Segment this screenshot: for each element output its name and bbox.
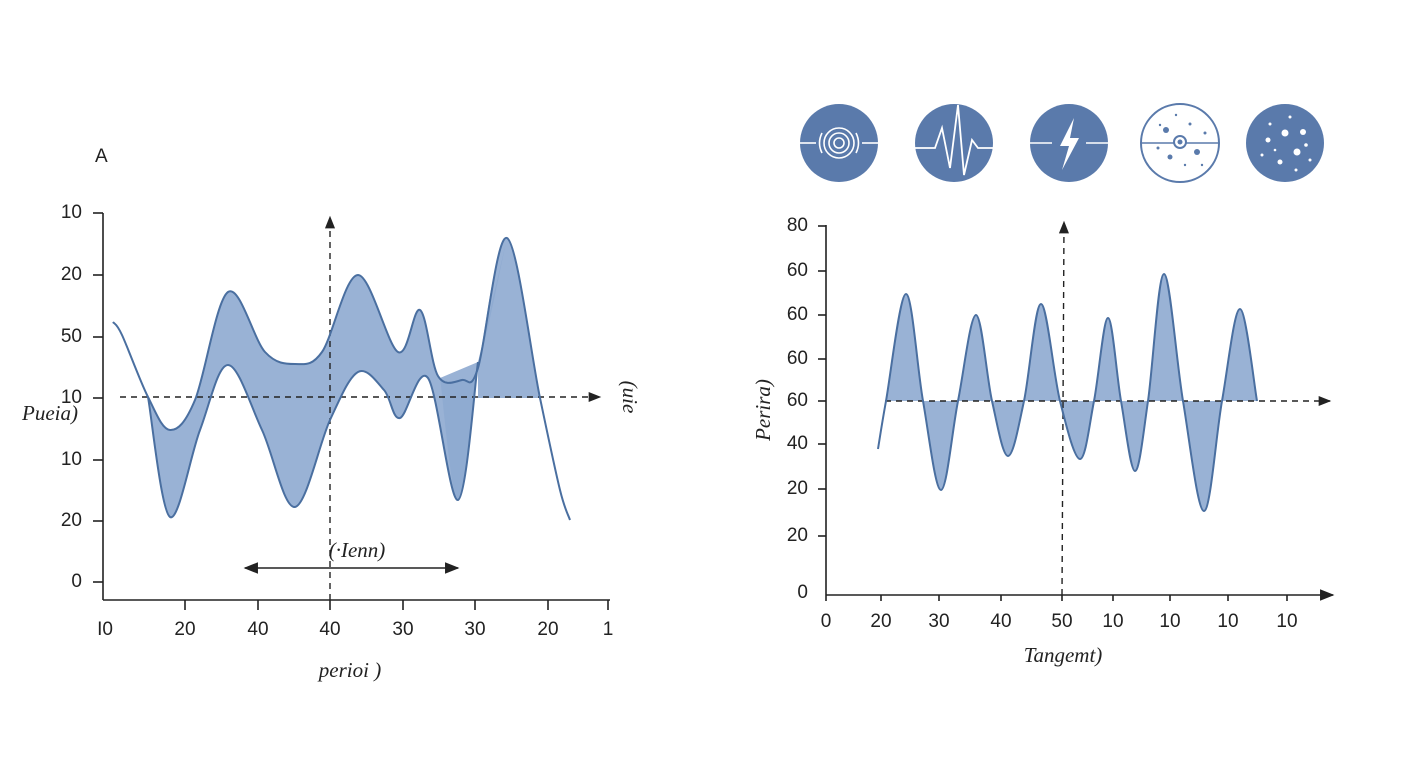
y-tick-label: 60 bbox=[787, 260, 808, 281]
area bbox=[440, 362, 478, 501]
area bbox=[886, 274, 1257, 511]
bracket-label: (·Ienn) bbox=[329, 538, 386, 562]
curve bbox=[877, 272, 1258, 513]
x-tick-label: 10 bbox=[1102, 611, 1123, 632]
y-tick-label: 60 bbox=[787, 348, 808, 369]
y-axis-label: Perira) bbox=[751, 379, 775, 442]
y-tick-label: 0 bbox=[797, 582, 808, 603]
icon-glyph bbox=[800, 127, 878, 159]
icon-glyph bbox=[915, 104, 993, 176]
right-label: (uie bbox=[618, 381, 642, 414]
y-axis-label: Pueia) bbox=[21, 401, 78, 425]
icon-glyph bbox=[1030, 118, 1108, 170]
x-tick-label: 1 bbox=[603, 619, 614, 640]
area bbox=[148, 238, 507, 518]
icon-glyph bbox=[1260, 115, 1312, 172]
x-tick-label: 40 bbox=[319, 619, 340, 640]
y-tick-label: 20 bbox=[61, 264, 82, 285]
x-tick-label: 10 bbox=[1217, 611, 1238, 632]
curve bbox=[112, 236, 571, 521]
x-tick-label: I0 bbox=[97, 619, 113, 640]
x-tick-label: 40 bbox=[990, 611, 1011, 632]
x-tick-label: 20 bbox=[870, 611, 891, 632]
y-tick-label: 10 bbox=[61, 449, 82, 470]
x-tick-label: 30 bbox=[464, 619, 485, 640]
x-tick-label: 0 bbox=[821, 611, 832, 632]
areas bbox=[148, 237, 1257, 518]
curve bbox=[147, 361, 479, 519]
x-tick-label: 20 bbox=[174, 619, 195, 640]
y-tick-label: 80 bbox=[787, 215, 808, 236]
y-tick-label: 60 bbox=[787, 390, 808, 411]
x-tick-label: 20 bbox=[537, 619, 558, 640]
dashed-arrow bbox=[1058, 220, 1069, 596]
x-axis-label: Tangemt) bbox=[1024, 643, 1103, 667]
icon-glyph bbox=[1141, 113, 1219, 167]
y-tick-label: 10 bbox=[61, 202, 82, 223]
panel-label: A bbox=[95, 146, 108, 167]
y-tick-label: 20 bbox=[61, 510, 82, 531]
x-axis-label: perioi ) bbox=[317, 658, 381, 682]
icon-row bbox=[800, 103, 1324, 183]
y-tick-label: 20 bbox=[787, 525, 808, 546]
x-tick-label: 30 bbox=[392, 619, 413, 640]
y-tick-label: 20 bbox=[787, 478, 808, 499]
y-tick-label: 10 bbox=[61, 387, 82, 408]
x-tick-label: 50 bbox=[1051, 611, 1072, 632]
x-tick-label: 10 bbox=[1159, 611, 1180, 632]
y-tick-label: 60 bbox=[787, 304, 808, 325]
x-tick-label: 10 bbox=[1276, 611, 1297, 632]
y-tick-label: 50 bbox=[61, 326, 82, 347]
icon bbox=[800, 104, 878, 182]
icon bbox=[1246, 104, 1324, 182]
x-tick-label: 30 bbox=[928, 611, 949, 632]
x-tick-label: 40 bbox=[247, 619, 268, 640]
y-tick-label: 0 bbox=[71, 571, 82, 592]
y-tick-label: 40 bbox=[787, 433, 808, 454]
